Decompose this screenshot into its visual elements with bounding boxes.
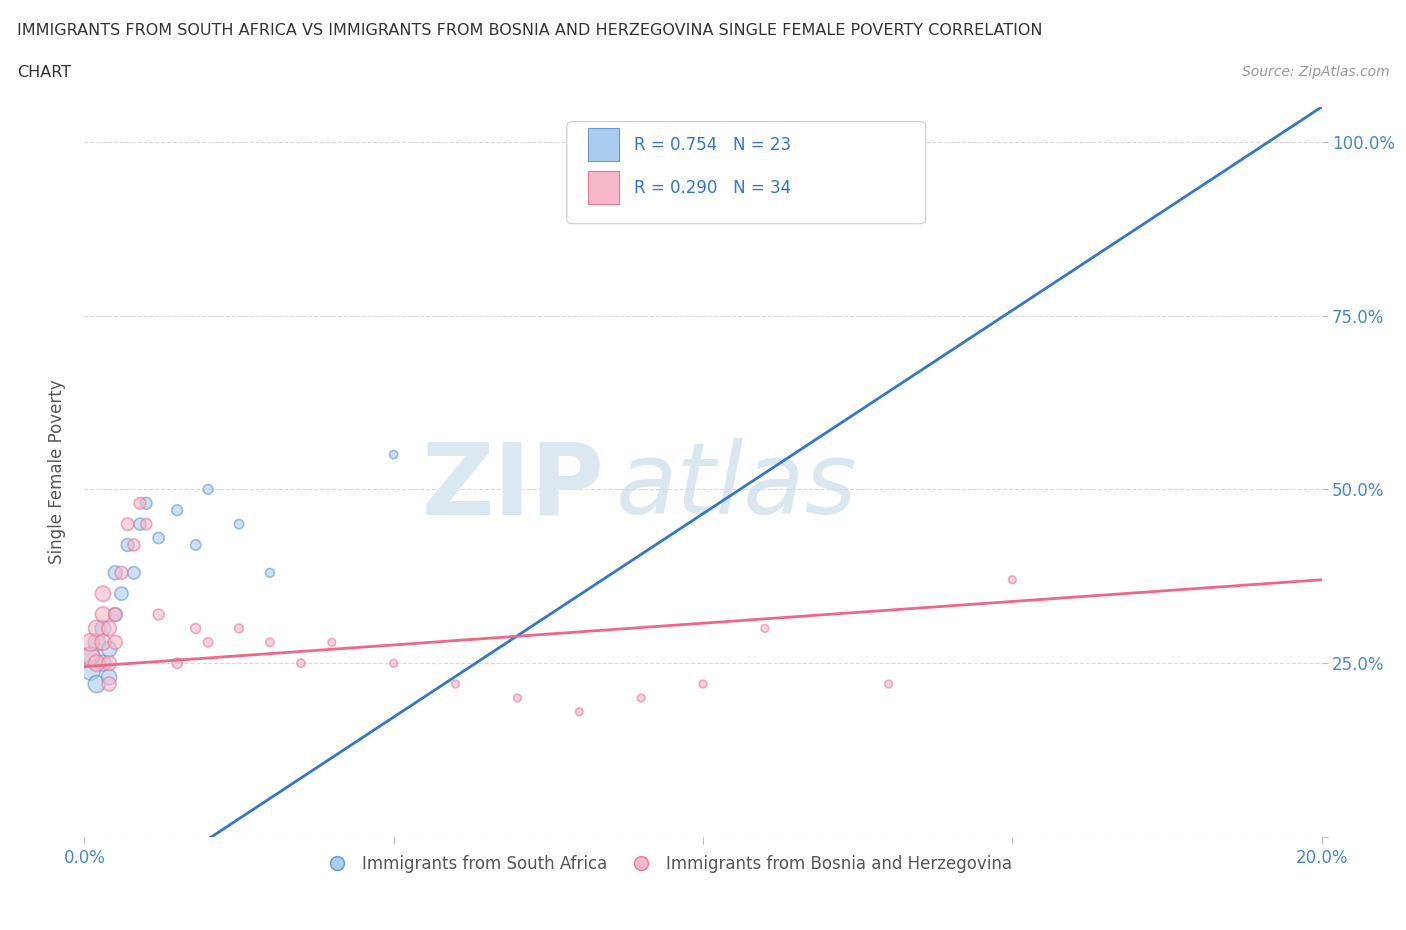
Point — [104, 607, 127, 622]
Point — [98, 656, 121, 671]
Text: atlas: atlas — [616, 438, 858, 535]
Point — [110, 565, 132, 580]
Text: ZIP: ZIP — [422, 438, 605, 535]
Point — [98, 621, 121, 636]
Point — [91, 586, 114, 601]
Point — [290, 656, 312, 671]
Point — [321, 635, 343, 650]
Point — [98, 642, 121, 657]
Text: R = 0.754   N = 23: R = 0.754 N = 23 — [634, 136, 790, 153]
Point — [98, 670, 121, 684]
Text: R = 0.290   N = 34: R = 0.290 N = 34 — [634, 179, 790, 196]
Point — [104, 607, 127, 622]
Point — [382, 656, 405, 671]
Point — [166, 656, 188, 671]
Text: Source: ZipAtlas.com: Source: ZipAtlas.com — [1241, 65, 1389, 79]
Point — [117, 517, 139, 532]
Point — [86, 656, 108, 671]
Point — [692, 677, 714, 692]
Point — [228, 517, 250, 532]
Point — [79, 649, 101, 664]
Legend: Immigrants from South Africa, Immigrants from Bosnia and Herzegovina: Immigrants from South Africa, Immigrants… — [314, 848, 1018, 880]
Point — [630, 690, 652, 705]
Point — [228, 621, 250, 636]
Point — [129, 496, 152, 511]
FancyBboxPatch shape — [567, 122, 925, 224]
Point — [122, 538, 145, 552]
Text: IMMIGRANTS FROM SOUTH AFRICA VS IMMIGRANTS FROM BOSNIA AND HERZEGOVINA SINGLE FE: IMMIGRANTS FROM SOUTH AFRICA VS IMMIGRAN… — [17, 23, 1042, 38]
Text: CHART: CHART — [17, 65, 70, 80]
Point — [444, 677, 467, 692]
FancyBboxPatch shape — [588, 171, 619, 204]
Point — [135, 517, 157, 532]
Point — [79, 635, 101, 650]
Point — [79, 649, 101, 664]
Point — [86, 621, 108, 636]
Point — [91, 621, 114, 636]
Point — [877, 677, 900, 692]
Point — [98, 677, 121, 692]
Point — [135, 496, 157, 511]
Point — [166, 503, 188, 518]
Point — [506, 690, 529, 705]
Point — [129, 517, 152, 532]
Point — [91, 607, 114, 622]
Point — [197, 482, 219, 497]
Point — [568, 704, 591, 719]
Point — [148, 531, 170, 546]
Point — [86, 677, 108, 692]
Point — [117, 538, 139, 552]
Point — [104, 635, 127, 650]
Point — [382, 447, 405, 462]
FancyBboxPatch shape — [588, 128, 619, 161]
Point — [122, 565, 145, 580]
Point — [259, 635, 281, 650]
Point — [79, 663, 101, 678]
Point — [754, 621, 776, 636]
Point — [104, 565, 127, 580]
Point — [148, 607, 170, 622]
Point — [692, 162, 714, 177]
Point — [91, 635, 114, 650]
Point — [1001, 572, 1024, 587]
Point — [110, 586, 132, 601]
Point — [91, 656, 114, 671]
Y-axis label: Single Female Poverty: Single Female Poverty — [48, 379, 66, 565]
Point — [259, 565, 281, 580]
Point — [184, 538, 207, 552]
Point — [86, 635, 108, 650]
Point — [197, 635, 219, 650]
Point — [184, 621, 207, 636]
